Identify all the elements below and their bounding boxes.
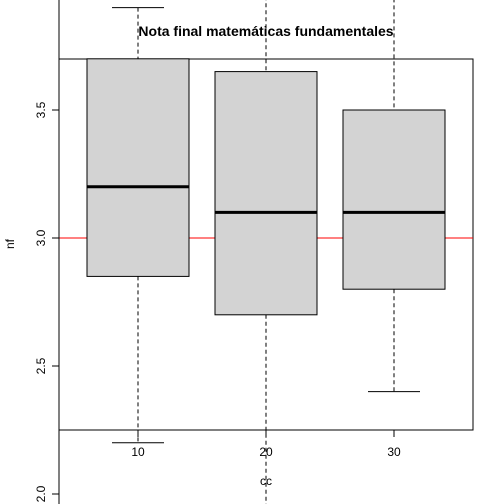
box-10: [86, 7, 190, 444]
y-axis: 1.52.02.53.03.54.0: [34, 0, 60, 504]
y-tick-label: 3.0: [34, 229, 48, 246]
box-iqr: [342, 109, 446, 290]
x-axis: 10 20 30: [131, 429, 401, 459]
y-tick-label: 3.5: [34, 101, 48, 118]
y-axis-label: nf: [3, 238, 17, 249]
x-tick-label: 20: [259, 445, 273, 459]
y-tick-label: 2.5: [34, 357, 48, 374]
chart-title: Nota final matemáticas fundamentales: [138, 23, 393, 39]
box-iqr: [214, 71, 318, 316]
x-tick-label: 30: [387, 445, 401, 459]
x-tick-label: 10: [131, 445, 145, 459]
box-iqr: [86, 58, 190, 277]
box-20: [214, 0, 318, 504]
box-30: [342, 0, 446, 393]
x-axis-label: cc: [260, 474, 272, 488]
boxes-layer: [86, 0, 446, 504]
y-tick-label: 2.0: [34, 485, 48, 502]
